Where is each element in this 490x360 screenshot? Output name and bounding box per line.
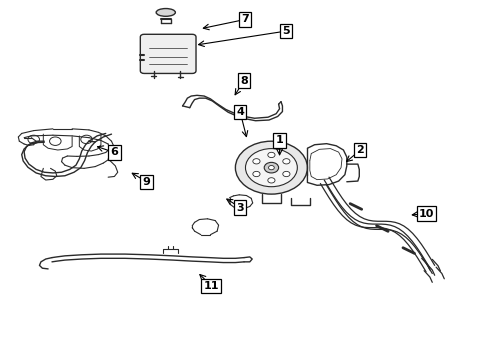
Circle shape: [253, 171, 260, 177]
Text: 3: 3: [236, 203, 244, 212]
Circle shape: [283, 159, 290, 164]
Circle shape: [268, 178, 275, 183]
Text: 10: 10: [419, 208, 434, 219]
Circle shape: [253, 159, 260, 164]
Circle shape: [235, 141, 307, 194]
Text: 6: 6: [110, 148, 118, 157]
Circle shape: [264, 162, 279, 173]
Text: 9: 9: [143, 177, 150, 187]
Circle shape: [268, 152, 275, 158]
Circle shape: [269, 166, 274, 170]
Text: 1: 1: [276, 135, 283, 145]
Circle shape: [283, 171, 290, 177]
Text: 7: 7: [241, 14, 249, 24]
Circle shape: [245, 149, 297, 187]
Text: 8: 8: [240, 76, 248, 86]
Text: 2: 2: [356, 145, 364, 155]
Ellipse shape: [156, 9, 175, 16]
Text: 5: 5: [282, 26, 290, 36]
Text: 11: 11: [204, 281, 219, 291]
FancyBboxPatch shape: [140, 34, 196, 73]
Text: 4: 4: [236, 107, 244, 117]
